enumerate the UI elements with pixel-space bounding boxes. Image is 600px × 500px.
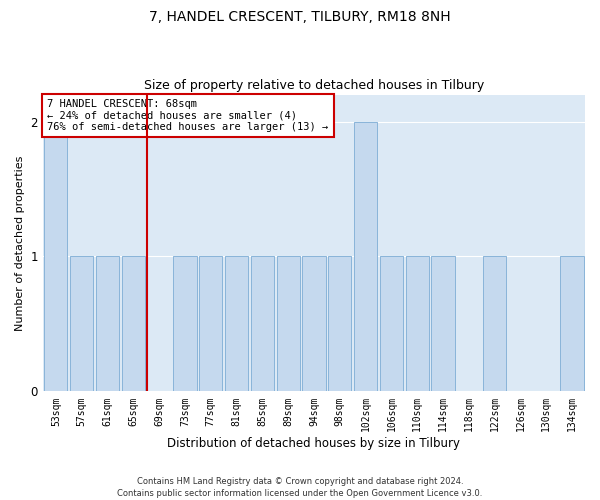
Bar [251,256,274,392]
Bar [225,256,248,392]
Bar [277,256,300,392]
Bar [44,122,67,392]
Bar [406,256,429,392]
X-axis label: Distribution of detached houses by size in Tilbury: Distribution of detached houses by size … [167,437,460,450]
Bar [122,256,145,392]
Bar [199,256,223,392]
Bar [431,256,455,392]
Bar [96,256,119,392]
Bar [302,256,326,392]
Text: Contains HM Land Registry data © Crown copyright and database right 2024.
Contai: Contains HM Land Registry data © Crown c… [118,476,482,498]
Bar [380,256,403,392]
Title: Size of property relative to detached houses in Tilbury: Size of property relative to detached ho… [144,79,484,92]
Bar [354,122,377,392]
Bar [560,256,584,392]
Y-axis label: Number of detached properties: Number of detached properties [15,156,25,330]
Text: 7, HANDEL CRESCENT, TILBURY, RM18 8NH: 7, HANDEL CRESCENT, TILBURY, RM18 8NH [149,10,451,24]
Bar [483,256,506,392]
Bar [70,256,93,392]
Text: 7 HANDEL CRESCENT: 68sqm
← 24% of detached houses are smaller (4)
76% of semi-de: 7 HANDEL CRESCENT: 68sqm ← 24% of detach… [47,98,328,132]
Bar [328,256,352,392]
Bar [173,256,197,392]
